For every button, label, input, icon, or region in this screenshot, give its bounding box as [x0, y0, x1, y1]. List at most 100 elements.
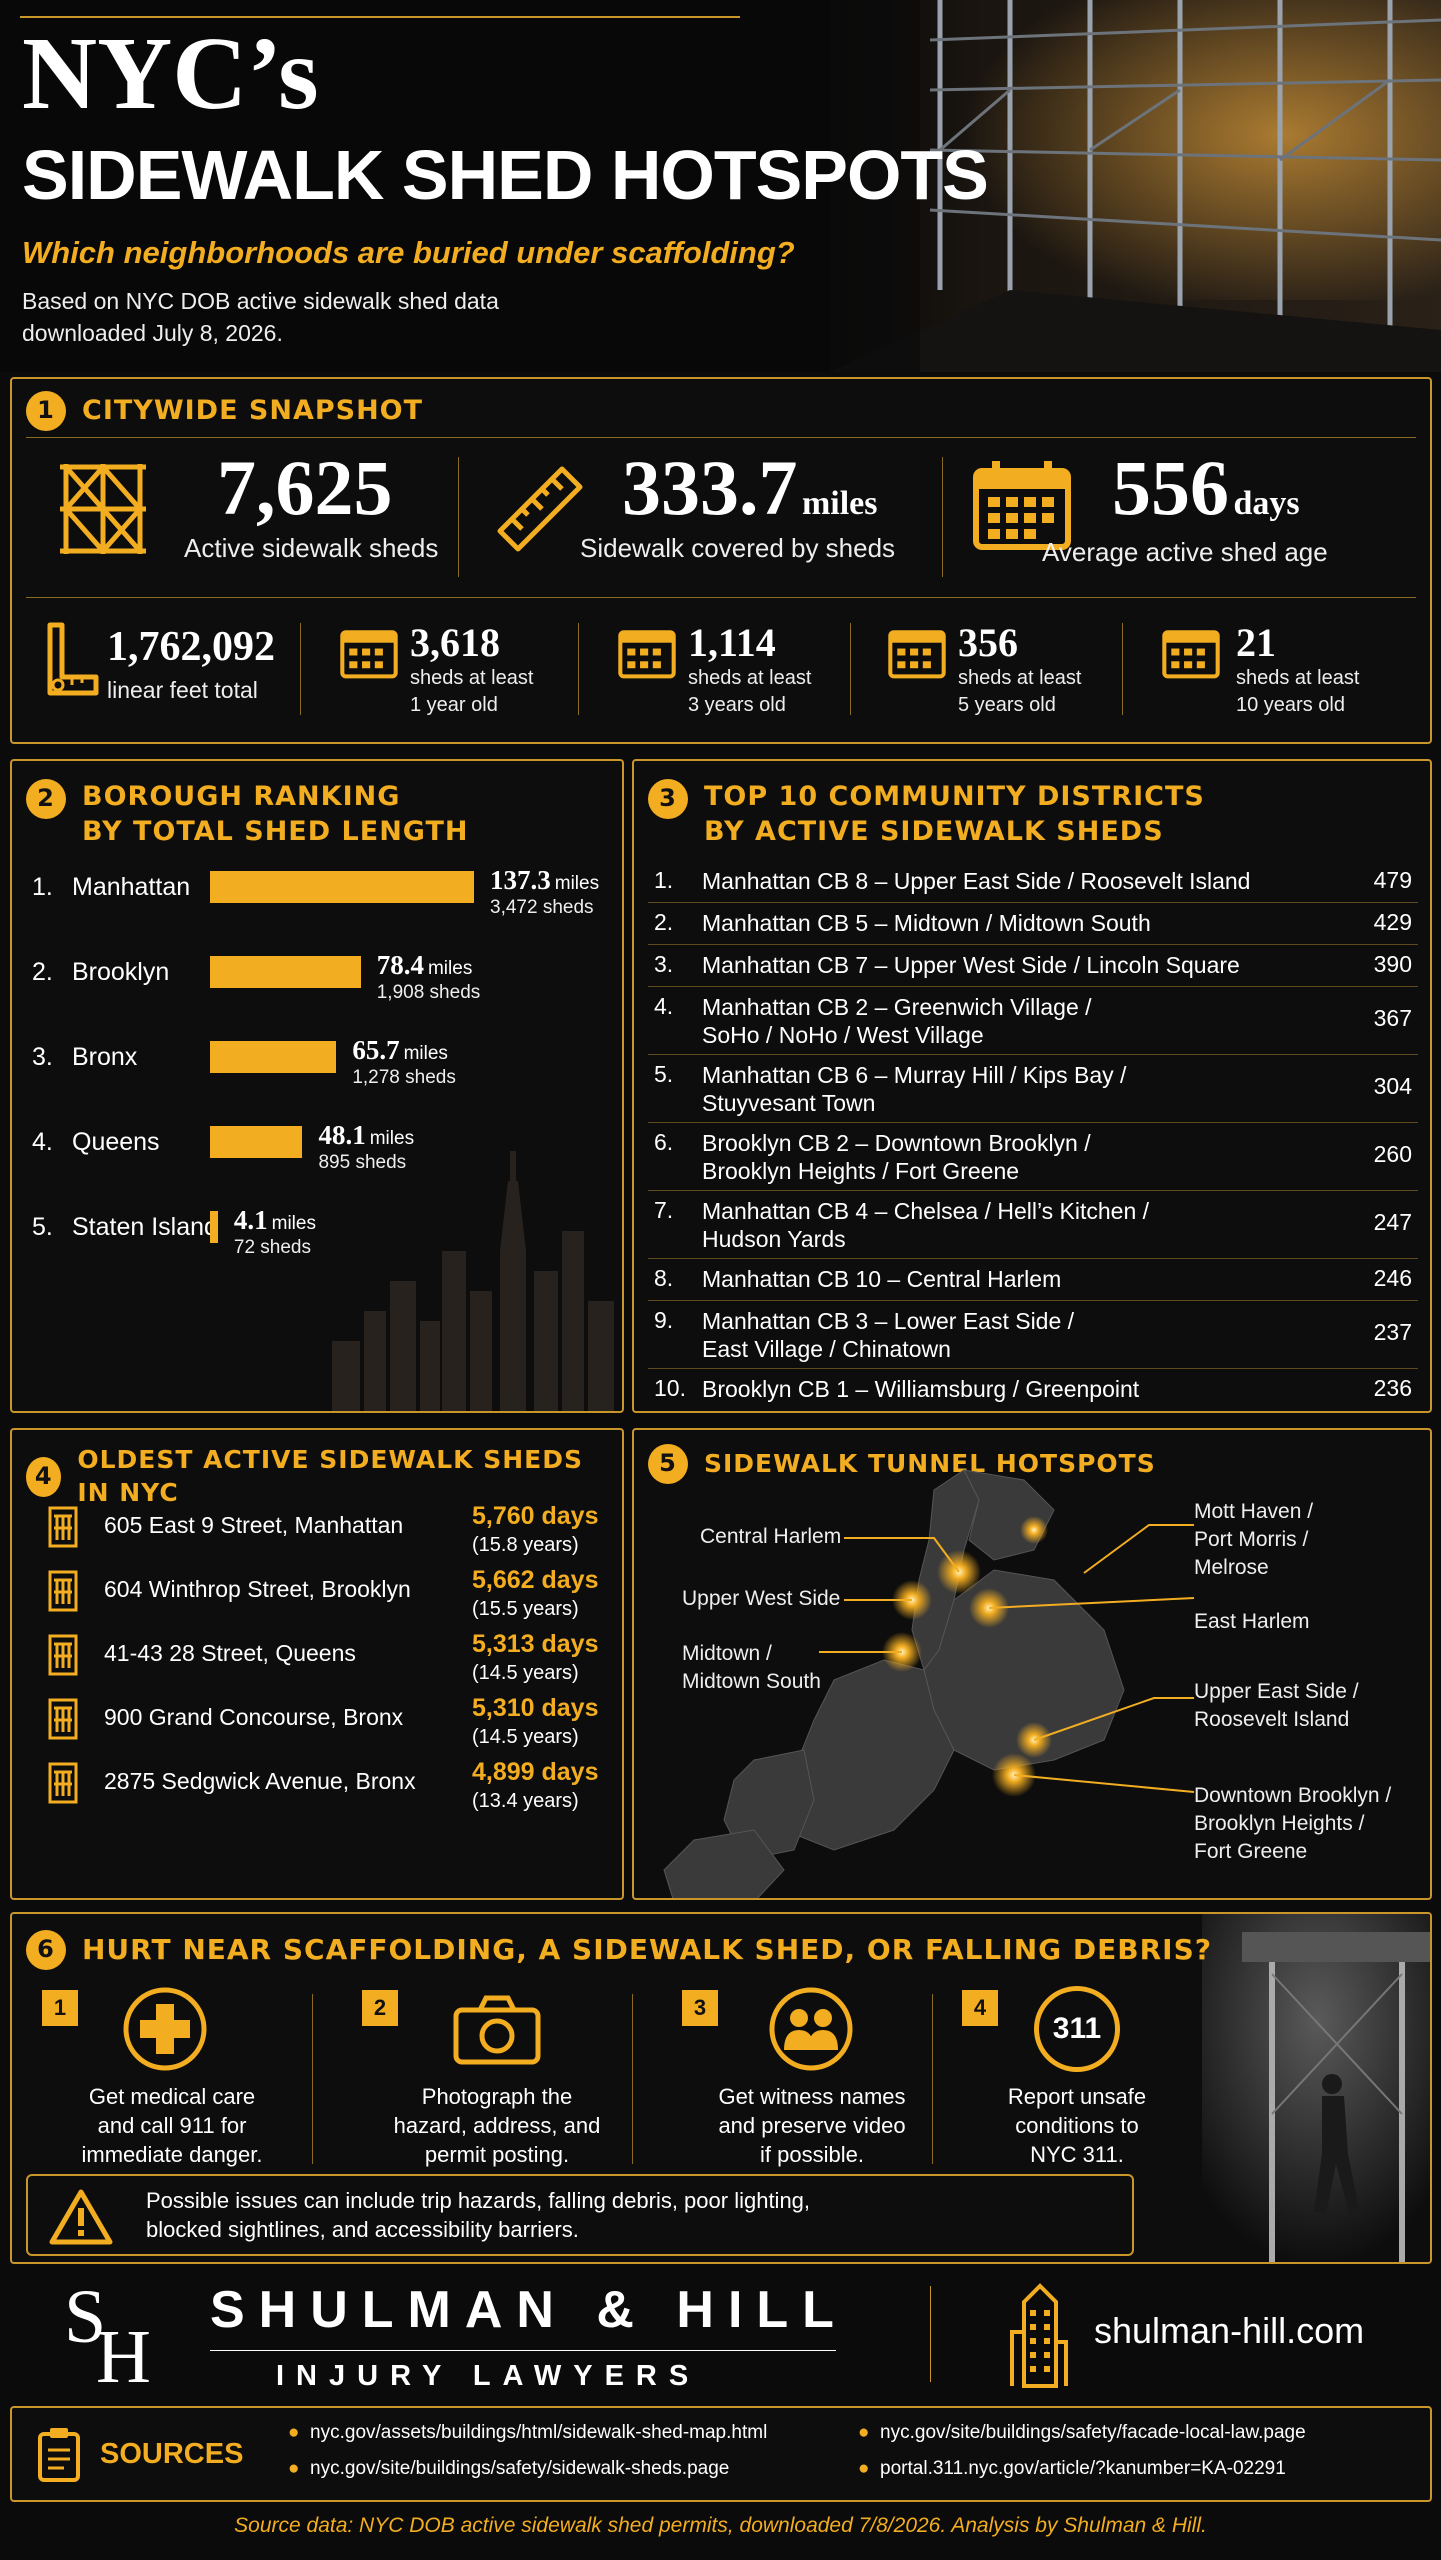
calendar-icon	[618, 630, 676, 679]
step-number-badge: 3	[682, 1990, 718, 2026]
bar-category-label: Staten Island	[72, 1213, 218, 1241]
stat-value: 7,625	[217, 444, 393, 531]
oldest-address: 605 East 9 Street, Manhattan	[104, 1512, 404, 1538]
tunnels-panel: 5 SIDEWALK TUNNEL HOTSPOTS	[632, 1428, 1432, 1900]
oldest-years: (14.5 years)	[472, 1726, 579, 1748]
district-row: 7. Manhattan CB 4 – Chelsea / Hell’s Kitc…	[648, 1191, 1418, 1259]
map-label-upper-west-side: Upper West Side	[682, 1587, 841, 1610]
source-link-text[interactable]: nyc.gov/site/buildings/safety/sidewalk-s…	[310, 2458, 730, 2479]
sub-stat-label: sheds at least	[688, 667, 812, 689]
bar-value-label: 48.1 miles	[318, 1120, 414, 1151]
section-number: 2	[26, 779, 66, 819]
brand-tagline: INJURY LAWYERS	[276, 2360, 701, 2392]
map-label-line: Melrose	[1194, 1556, 1269, 1579]
oldest-row: 2875 Sedgwick Avenue, Bronx 4,899 days (13…	[12, 1758, 626, 1822]
district-rank: 4.	[654, 993, 674, 1019]
bar-category-label: Queens	[72, 1128, 160, 1156]
warning-text-line: blocked sightlines, and accessibility ba…	[146, 2217, 579, 2242]
section-number: 5	[648, 1444, 688, 1484]
district-count: 236	[1373, 1375, 1412, 1401]
hurt-title: 6 HURT NEAR SCAFFOLDING, A SIDEWALK SHED…	[26, 1930, 1212, 1970]
oldest-address: 900 Grand Concourse, Bronx	[104, 1704, 404, 1730]
source-link[interactable]: ● nyc.gov/site/buildings/safety/facade-l…	[858, 2422, 1306, 2443]
sub-stat-value: 1,762,092	[107, 624, 275, 670]
hurt-step-1: 1 Get medical care and call 911 for imme…	[32, 1984, 312, 2167]
building-icon	[48, 1506, 78, 1548]
oldest-address: 41-43 28 Street, Queens	[104, 1640, 356, 1666]
hurt-title-text: HURT NEAR SCAFFOLDING, A SIDEWALK SHED, …	[82, 1932, 1212, 1966]
bar-unit: miles	[271, 1213, 316, 1234]
district-name: Manhattan CB 5 – Midtown / Midtown South	[702, 909, 1151, 937]
building-icon-wrap	[46, 1504, 80, 1548]
hurt-panel: 6 HURT NEAR SCAFFOLDING, A SIDEWALK SHED…	[10, 1912, 1432, 2264]
oldest-days: 5,310 days	[472, 1694, 599, 1722]
footer-note: Source data: NYC DOB active sidewalk she…	[234, 2514, 1207, 2537]
step-text-line: NYC 311.	[1030, 2142, 1124, 2167]
bar-rank: 1.	[32, 873, 53, 901]
building-icon-wrap	[46, 1568, 80, 1612]
district-row: 2. Manhattan CB 5 – Midtown / Midtown Sou…	[648, 903, 1418, 945]
district-name: Manhattan CB 8 – Upper East Side / Roose…	[702, 867, 1250, 895]
oldest-days: 5,760 days	[472, 1502, 599, 1530]
bar-unit: miles	[554, 873, 600, 894]
district-name: Manhattan CB 3 – Lower East Side / East V…	[702, 1307, 1074, 1363]
sub-stat-5yr: 356 sheds at least 5 years old	[878, 611, 1138, 721]
bar	[210, 1126, 303, 1158]
logo-s: S	[64, 2275, 107, 2359]
map-label-midtown: Midtown / Midtown South	[682, 1640, 821, 1696]
borough-bar-row: 1. Manhattan 137.3 miles 3,472 sheds	[12, 865, 622, 956]
district-rank: 9.	[654, 1307, 674, 1333]
oldest-years: (15.8 years)	[472, 1534, 579, 1556]
stat-average-age: 556 days Average active shed age	[962, 449, 1422, 569]
source-link[interactable]: ● nyc.gov/assets/buildings/html/sidewalk…	[288, 2422, 768, 2443]
district-row: 8. Manhattan CB 10 – Central Harlem 246	[648, 1259, 1418, 1301]
district-name-line: Brooklyn Heights / Fort Greene	[702, 1158, 1020, 1184]
oldest-days: 5,662 days	[472, 1566, 599, 1594]
source-link-text[interactable]: portal.311.nyc.gov/article/?kanumber=KA-…	[880, 2458, 1286, 2479]
website-link[interactable]: shulman-hill.com	[1094, 2310, 1365, 2351]
district-row: 1. Manhattan CB 8 – Upper East Side / Roo…	[648, 861, 1418, 903]
districts-title-line2: BY ACTIVE SIDEWALK SHEDS	[704, 816, 1164, 848]
district-count: 237	[1373, 1319, 1412, 1345]
logo-h: H	[96, 2315, 151, 2399]
source-link[interactable]: ● portal.311.nyc.gov/article/?kanumber=K…	[858, 2458, 1286, 2479]
source-link[interactable]: ● nyc.gov/site/buildings/safety/sidewalk…	[288, 2458, 730, 2479]
tunnels-title-text: SIDEWALK TUNNEL HOTSPOTS	[704, 1448, 1156, 1478]
district-count: 479	[1373, 867, 1412, 893]
oldest-address: 604 Winthrop Street, Brooklyn	[104, 1576, 411, 1602]
brand-name: SHULMAN & HILL	[210, 2281, 848, 2339]
district-name-line: Brooklyn CB 1 – Williamsburg / Greenpoin…	[702, 1376, 1140, 1402]
311-icon-text: 311	[1052, 2012, 1102, 2045]
source-link-text[interactable]: nyc.gov/assets/buildings/html/sidewalk-s…	[310, 2422, 768, 2443]
sub-stat-1yr: 3,618 sheds at least 1 year old	[330, 611, 590, 721]
map-label-line: Midtown South	[682, 1670, 821, 1693]
stat-label: Active sidewalk sheds	[184, 533, 439, 563]
sub-stat-10yr: 21 sheds at least 10 years old	[1152, 611, 1412, 721]
district-row: 9. Manhattan CB 3 – Lower East Side / East…	[648, 1301, 1418, 1369]
building-icon	[48, 1634, 78, 1676]
districts-title-line1: TOP 10 COMMUNITY DISTRICTS	[704, 781, 1205, 812]
step-text-line: and call 911 for	[97, 2113, 247, 2138]
oldest-row: 900 Grand Concourse, Bronx 5,310 days (14.…	[12, 1694, 626, 1758]
borough-bar-row: 5. Staten Island 4.1 miles 72 sheds	[12, 1205, 622, 1296]
source-link-text[interactable]: nyc.gov/site/buildings/safety/facade-loc…	[880, 2422, 1306, 2443]
district-count: 429	[1373, 909, 1412, 935]
bar-unit: miles	[403, 1043, 448, 1064]
measuring-tape-icon	[47, 622, 99, 696]
oldest-title-text: OLDEST ACTIVE SIDEWALK SHEDS IN NYC	[77, 1445, 583, 1507]
district-name-line: Stuyvesant Town	[702, 1090, 876, 1116]
sub-stat-label: sheds at least	[958, 667, 1082, 689]
calendar-icon	[1162, 630, 1220, 679]
district-count: 246	[1373, 1265, 1412, 1291]
borough-title-text: BOROUGH RANKING BY TOTAL SHED LENGTH	[82, 779, 469, 849]
stat-active-sheds: 7,625 Active sidewalk sheds	[22, 449, 462, 569]
brand-section: S H SHULMAN & HILL INJURY LAWYERS shulma…	[0, 2270, 1441, 2399]
scaffold-icon	[60, 464, 146, 554]
step-text-line: conditions to	[1015, 2113, 1139, 2138]
bar	[210, 1041, 337, 1073]
section-number: 6	[26, 1930, 66, 1970]
sources-panel: SOURCES ● nyc.gov/assets/buildings/html/…	[10, 2406, 1432, 2502]
hurt-step-3: 3 Get witness names and preserve video i…	[672, 1984, 952, 2167]
building-icon	[48, 1762, 78, 1804]
oldest-years: (14.5 years)	[472, 1662, 579, 1684]
